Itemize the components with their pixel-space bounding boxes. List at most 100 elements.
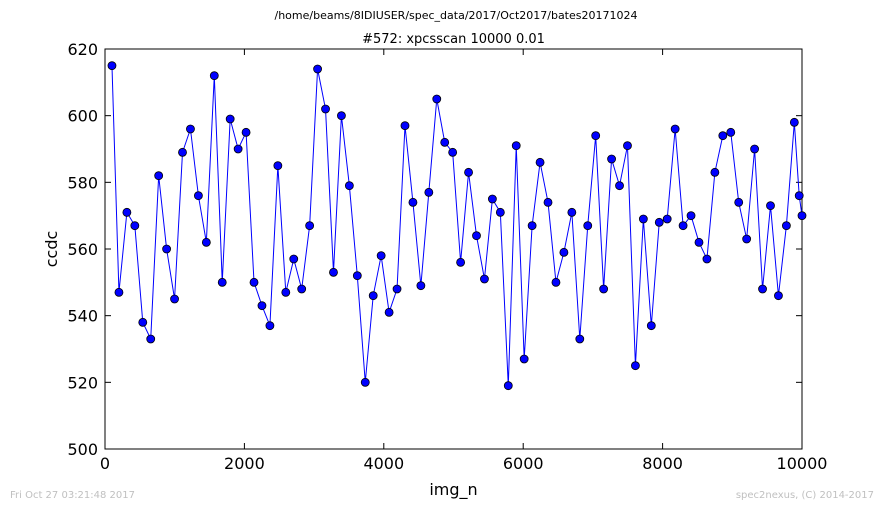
data-point [487,194,497,204]
data-point [424,187,434,197]
data-point [623,141,632,151]
data-point [615,181,624,191]
plot-frame [104,48,803,450]
x-tick-label: 0 [100,454,110,473]
suptitle: /home/beams/8IDIUSER/spec_data/2017/Oct2… [275,9,638,22]
data-point [130,221,140,231]
data-point [193,191,203,201]
data-point [225,114,235,124]
data-point [360,377,370,387]
data-point [472,231,481,241]
data-point [186,124,195,134]
data-point [670,124,680,134]
data-point [535,157,545,167]
data-point [702,254,712,264]
data-point [170,294,179,304]
data-point [726,127,736,137]
data-point [376,251,386,261]
x-tick-label: 8000 [642,454,683,473]
data-point [503,381,513,391]
footer-credit: spec2nexus, (C) 2014-2017 [736,490,874,501]
data-point [265,321,275,331]
data-point [392,284,402,294]
data-point [774,291,783,301]
data-point [257,301,267,311]
data-point [710,167,720,177]
data-point [559,247,569,257]
data-point [734,197,744,207]
data-point [440,137,450,147]
data-point [138,317,148,327]
data-point [337,111,346,121]
data-point [543,197,553,207]
data-point [178,147,187,157]
data-point [416,281,426,291]
data-point [551,277,561,287]
data-point [718,131,728,141]
data-point [480,274,489,284]
data-point [107,61,117,71]
data-point [607,154,616,164]
data-point [527,221,537,231]
data-point [567,207,577,217]
y-tick-label: 580 [67,173,98,192]
x-axis: 0 2000 4000 6000 8000 10000 [100,49,828,473]
data-point [201,237,211,247]
data-point [344,181,354,191]
x-tick-label: 2000 [224,454,265,473]
data-point [305,221,315,231]
data-point [408,197,418,207]
y-tick-label: 500 [67,440,98,459]
data-point [162,244,172,254]
data-point [281,287,291,297]
data-point [678,221,688,231]
data-point [400,121,410,131]
data-point [686,211,696,221]
data-point [273,161,283,171]
data-point [789,117,799,127]
data-point [758,284,767,294]
data-point [114,287,124,297]
data-point [313,64,322,74]
data-point [456,257,466,267]
data-point [511,141,521,151]
data-point [329,267,338,277]
data-point [742,234,752,244]
data-point [631,361,640,371]
data-point [432,94,442,104]
data-point [766,201,775,211]
data-point [750,144,760,154]
footer-timestamp: Fri Oct 27 03:21:48 2017 [10,490,135,501]
y-tick-label: 620 [67,40,98,59]
data-point [575,334,585,344]
data-point [654,217,664,227]
data-point [297,284,307,294]
data-point [694,237,704,247]
data-point [122,207,132,217]
data-point [249,277,259,287]
data-point [368,291,378,301]
data-series [107,61,807,391]
y-axis-label: ccdc [42,231,61,268]
data-point [583,221,593,231]
data-point [495,207,505,217]
data-point [591,131,601,141]
data-point [209,71,219,81]
data-point [794,191,804,201]
data-point [146,334,156,344]
y-tick-label: 520 [67,373,98,392]
data-point [321,104,330,114]
data-point [599,284,609,294]
data-point [781,221,791,231]
data-point [662,214,672,224]
data-point [241,127,251,137]
x-axis-label: img_n [429,480,477,500]
x-tick-label: 10000 [777,454,828,473]
plot-area: 0 2000 4000 6000 8000 10000 500 520 540 560 580 60… [67,40,827,473]
data-point [352,271,362,281]
data-point [154,171,164,181]
data-point [289,254,299,264]
data-point [797,211,807,221]
y-tick-label: 560 [67,240,98,259]
